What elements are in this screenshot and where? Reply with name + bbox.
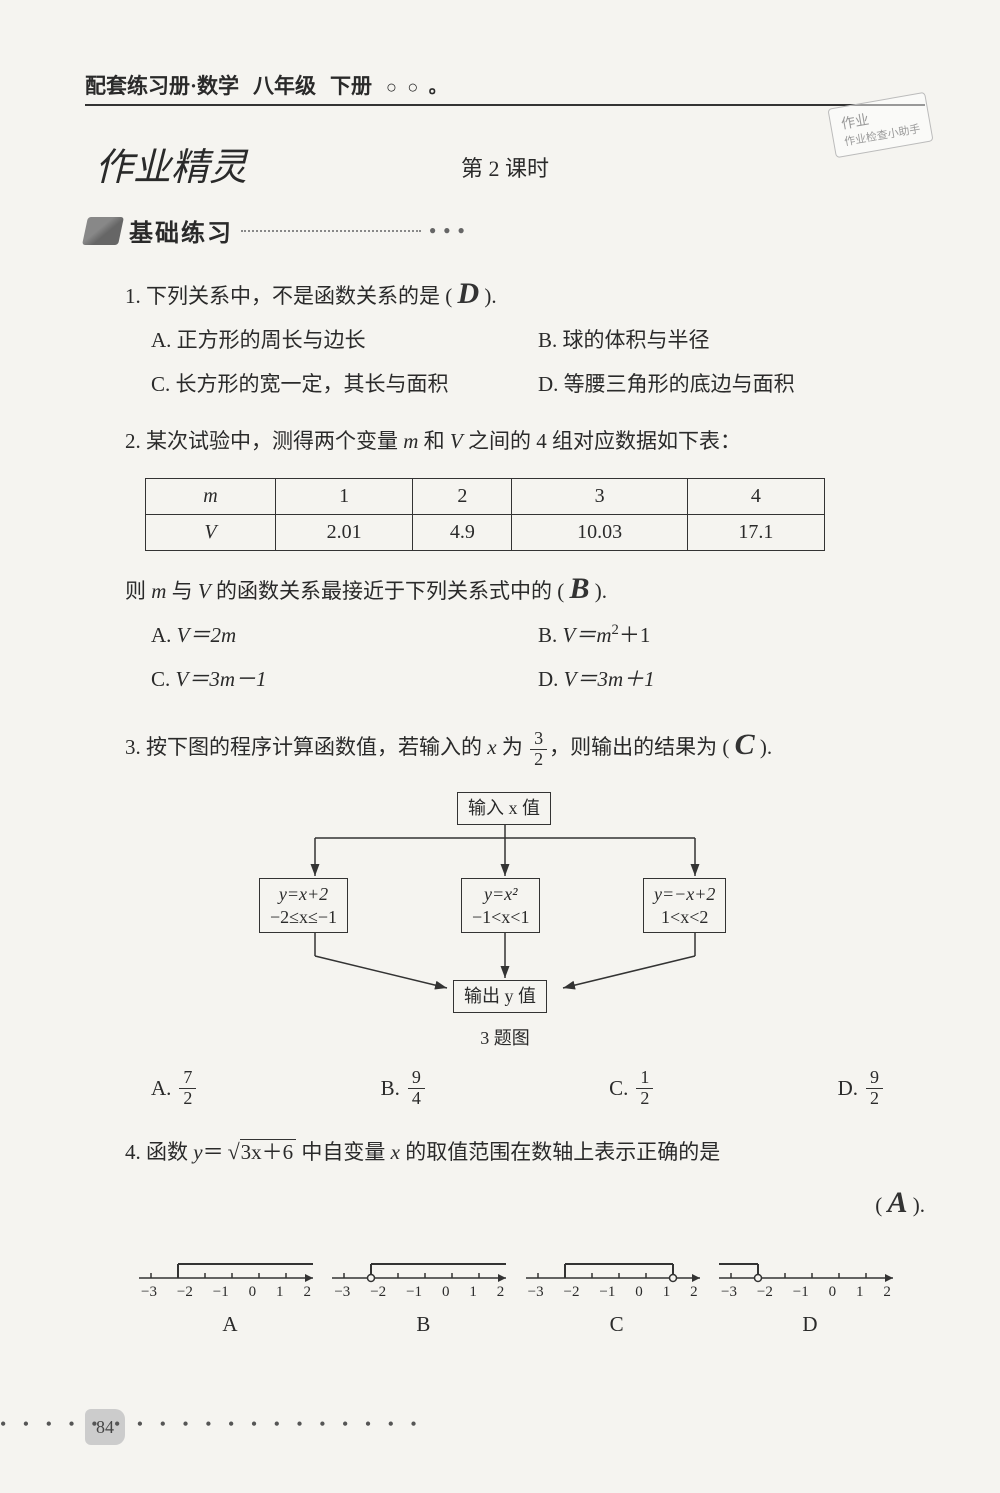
- q2-opt-a: A. V＝2m: [151, 614, 538, 658]
- q1-text: 下列关系中，不是函数关系的是 (: [146, 284, 452, 308]
- q4-letter-c: C: [522, 1312, 712, 1337]
- question-4: 4. 函数 y＝3x＋6 中自变量 x 的取值范围在数轴上表示正确的是 ( A …: [125, 1133, 925, 1228]
- q2-text-c: 之间的 4 组对应数据如下表：: [463, 429, 741, 453]
- q2-text-b: 和: [418, 429, 450, 453]
- q2-opt-c: C. V＝3m－1: [151, 658, 538, 702]
- q4-close: ).: [913, 1193, 925, 1217]
- question-2: 2. 某次试验中，测得两个变量 m 和 V 之间的 4 组对应数据如下表：: [125, 424, 925, 460]
- numline-c: −3−2−1012: [522, 1256, 712, 1308]
- grade-label: 八年级: [253, 70, 316, 100]
- q1-number: 1.: [125, 284, 141, 308]
- q4-text-b: 中自变量: [296, 1140, 391, 1164]
- q4-letter-b: B: [328, 1312, 518, 1337]
- q1-options: A. 正方形的周长与边长 B. 球的体积与半径 C. 长方形的宽一定，其长与面积…: [151, 319, 925, 406]
- q2-row-m-label: m: [203, 485, 217, 507]
- q3-flowchart: 输入 x 值 y=x+2 −2≤x≤−1 y=x² −1<x<1 y=−x+2 …: [225, 788, 785, 1018]
- q3-opt-d: D.92: [838, 1068, 885, 1109]
- question-1: 1. 下列关系中，不是函数关系的是 ( D ). A. 正方形的周长与边长 B.…: [125, 268, 925, 406]
- q2-follow: 则 m 与 V 的函数关系最接近于下列关系式中的 ( B ). A. V＝2m …: [125, 563, 925, 701]
- q1-opt-b: B. 球的体积与半径: [538, 319, 925, 363]
- q2-var-m: m: [403, 429, 418, 453]
- question-3: 3. 按下图的程序计算函数值，若输入的 x 为 32，则输出的结果为 ( C )…: [125, 719, 925, 770]
- dots-line: [241, 230, 421, 232]
- q2-v-1: 2.01: [276, 515, 413, 551]
- q4-sqrt: 3x＋6: [224, 1133, 297, 1171]
- q2-m-3: 3: [512, 479, 687, 515]
- q4-text-a: 函数: [146, 1140, 193, 1164]
- header-circles: ○ ○ 。: [386, 73, 450, 99]
- q2-close: ).: [595, 579, 607, 603]
- q2-follow-v: V: [198, 579, 211, 603]
- q2-answer: B: [570, 572, 590, 605]
- q2-table: m 1 2 3 4 V 2.01 4.9 10.03 17.1: [145, 478, 825, 551]
- q4-var-y: y: [193, 1140, 202, 1164]
- q2-row-v-label: V: [204, 521, 216, 543]
- q2-var-v: V: [450, 429, 463, 453]
- q3-opt-c: C.12: [609, 1068, 655, 1109]
- q3-answer: C: [735, 728, 755, 761]
- q4-letter-a: A: [135, 1312, 325, 1337]
- q4-var-x: x: [391, 1140, 400, 1164]
- q2-v-4: 17.1: [687, 515, 824, 551]
- q4-open: (: [875, 1193, 882, 1217]
- flow-branch-3: y=−x+2 1<x<2: [643, 878, 726, 933]
- q2-opt-d: D. V＝3m＋1: [538, 658, 925, 702]
- q2-follow-a: 则: [125, 579, 151, 603]
- q1-close: ).: [484, 284, 496, 308]
- q3-opt-a: A.72: [151, 1068, 198, 1109]
- q2-text-a: 某次试验中，测得两个变量: [146, 429, 403, 453]
- q3-var-x: x: [487, 735, 496, 759]
- q3-number: 3.: [125, 735, 141, 759]
- q4-option-letters: A B C D: [135, 1312, 905, 1337]
- q1-opt-a: A. 正方形的周长与边长: [151, 319, 538, 363]
- q3-input-frac: 32: [530, 729, 547, 770]
- q4-letter-d: D: [715, 1312, 905, 1337]
- numline-b: −3−2−1012: [328, 1256, 518, 1308]
- q2-v-3: 10.03: [512, 515, 687, 551]
- q3-opt-b: B.94: [381, 1068, 427, 1109]
- q2-follow-b: 与: [166, 579, 198, 603]
- numline-d: −3−2−1012: [715, 1256, 905, 1308]
- flow-input: 输入 x 值: [457, 792, 551, 825]
- q3-text-b: 为: [497, 735, 529, 759]
- flow-branch-2: y=x² −1<x<1: [461, 878, 540, 933]
- workbook-title: 配套练习册·数学: [85, 70, 239, 100]
- q3-options: A.72 B.94 C.12 D.92: [151, 1068, 885, 1109]
- page-header: 配套练习册·数学 八年级 下册 ○ ○ 。: [85, 70, 925, 106]
- q2-m-4: 4: [687, 479, 824, 515]
- q3-text-a: 按下图的程序计算函数值，若输入的: [146, 735, 487, 759]
- q2-options: A. V＝2m B. V＝m2＋1 C. V＝3m－1 D. V＝3m＋1: [151, 614, 925, 701]
- volume-label: 下册: [330, 70, 372, 100]
- section-label: 基础练习: [129, 213, 233, 248]
- flow-branch-1: y=x+2 −2≤x≤−1: [259, 878, 348, 933]
- q3-text-c: ，则输出的结果为 (: [549, 735, 729, 759]
- q4-number: 4.: [125, 1140, 141, 1164]
- flow-output: 输出 y 值: [453, 980, 547, 1013]
- q2-m-2: 2: [413, 479, 512, 515]
- book-icon: [82, 217, 124, 245]
- q2-follow-c: 的函数关系最接近于下列关系式中的 (: [211, 579, 565, 603]
- q1-opt-d: D. 等腰三角形的底边与面积: [538, 363, 925, 407]
- q1-opt-c: C. 长方形的宽一定，其长与面积: [151, 363, 538, 407]
- q2-v-2: 4.9: [413, 515, 512, 551]
- q2-follow-m: m: [151, 579, 166, 603]
- q1-answer: D: [458, 277, 480, 310]
- q2-opt-b: B. V＝m2＋1: [538, 614, 925, 658]
- q2-number: 2.: [125, 429, 141, 453]
- handwriting-title: 作业精灵: [95, 136, 247, 191]
- section-header: 基础练习 ● ● ●: [85, 213, 925, 248]
- q2-m-1: 1: [276, 479, 413, 515]
- section-dots: ● ● ●: [429, 223, 467, 238]
- q3-close: ).: [760, 735, 772, 759]
- q4-answer: A: [887, 1186, 907, 1219]
- bottom-dots: • • • • • • • • • • • • • • • • • • •: [0, 1414, 423, 1435]
- q3-caption: 3 题图: [85, 1024, 925, 1050]
- q4-numberlines: −3−2−1012 −3−2−1012: [135, 1256, 905, 1308]
- q4-text-c: 的取值范围在数轴上表示正确的是: [400, 1140, 720, 1164]
- numline-a: −3−2−1012: [135, 1256, 325, 1308]
